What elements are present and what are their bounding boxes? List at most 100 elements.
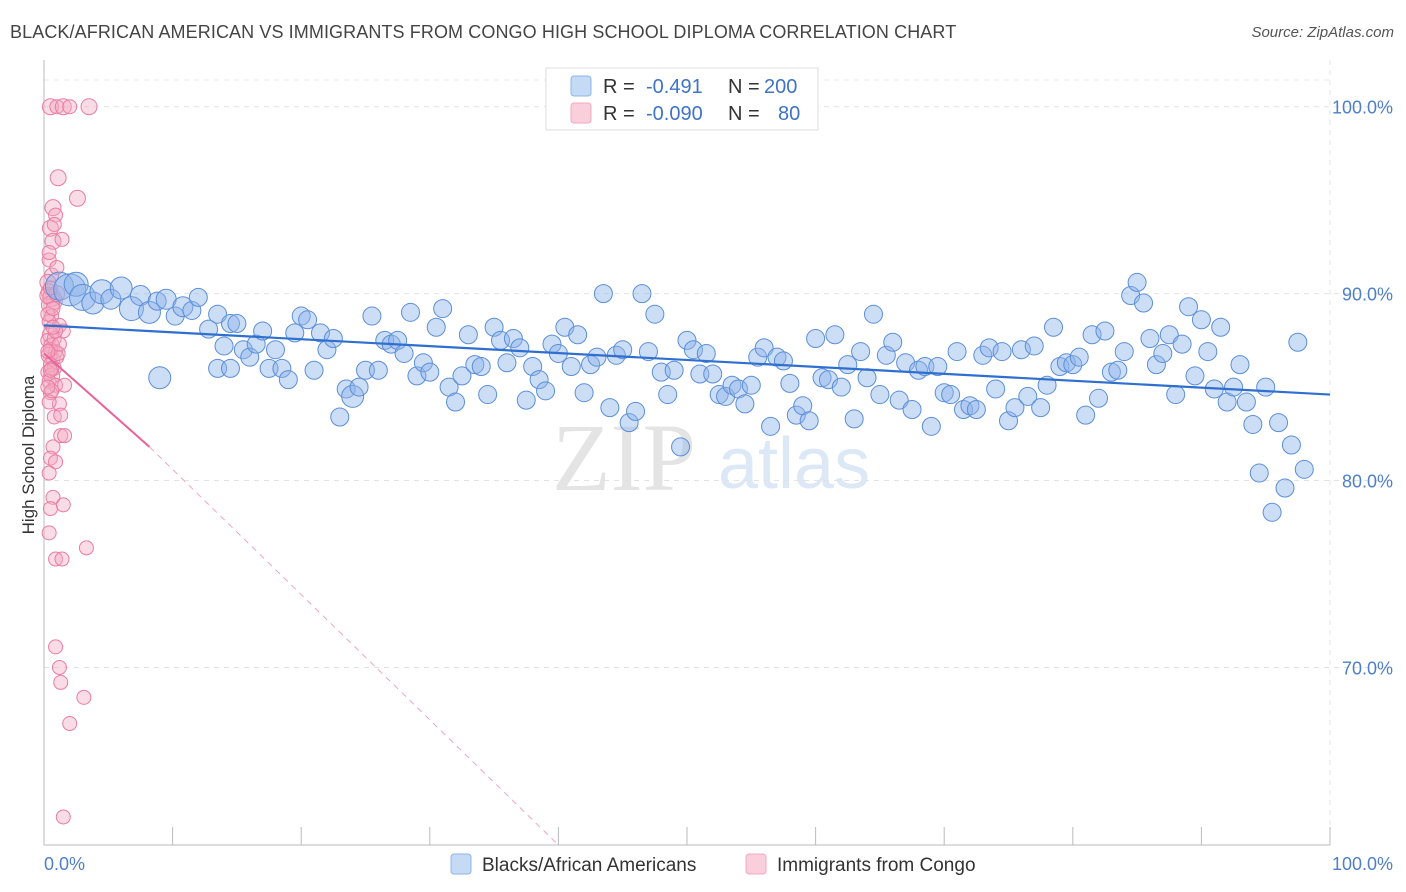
point-black: [478, 385, 498, 405]
point-black: [735, 394, 755, 414]
legend-n-label-black: N =: [728, 76, 760, 98]
point-congo: [48, 551, 64, 567]
point-congo: [42, 501, 58, 517]
point-black: [1146, 355, 1166, 375]
point-congo: [45, 489, 61, 505]
y-tick-label: 90.0%: [1342, 285, 1393, 305]
point-black: [1288, 332, 1308, 352]
point-black: [986, 379, 1006, 399]
point-black: [349, 377, 369, 397]
y-tick-label: 70.0%: [1342, 658, 1393, 678]
watermark-atlas: atlas: [718, 424, 870, 504]
point-black: [902, 400, 922, 420]
trend-line-black: [43, 324, 1331, 396]
point-black: [831, 377, 851, 397]
point-black: [671, 437, 691, 457]
point-congo: [41, 219, 59, 237]
x-tick-label-min: 0.0%: [44, 854, 85, 874]
point-black: [1243, 414, 1263, 434]
point-congo: [78, 540, 94, 556]
point-congo: [80, 98, 98, 116]
point-black: [81, 291, 105, 315]
point-black: [992, 342, 1012, 362]
bottom-legend-swatch-black: [450, 853, 472, 875]
bottom-legend-label-congo: Immigrants from Congo: [777, 855, 976, 876]
point-black: [658, 385, 678, 405]
point-black: [1018, 386, 1038, 406]
point-black: [741, 375, 761, 395]
point-black: [844, 409, 864, 429]
point-black: [69, 283, 97, 311]
point-black: [780, 373, 800, 393]
legend-n-value-congo: 80: [778, 103, 800, 125]
trend-line-congo-extension: [149, 446, 559, 846]
point-black: [465, 355, 485, 375]
point-black: [233, 340, 253, 360]
point-black: [220, 358, 240, 378]
point-black: [1011, 340, 1031, 360]
point-black: [220, 314, 240, 334]
point-congo: [41, 465, 57, 481]
point-black: [825, 325, 845, 345]
point-black: [1262, 502, 1282, 522]
legend-n-value-black: 200: [764, 76, 797, 98]
point-black: [272, 358, 292, 378]
trend-lines: [43, 324, 1331, 846]
stats-legend: R = -0.491 N = 200 R = -0.090 N = 80: [545, 67, 819, 131]
point-congo: [41, 394, 57, 410]
point-black: [1269, 413, 1289, 433]
point-black: [1140, 328, 1160, 348]
point-black: [593, 284, 613, 304]
point-black: [960, 396, 980, 416]
point-congo: [49, 259, 65, 275]
point-black: [857, 368, 877, 388]
point-black: [1005, 398, 1025, 418]
point-congo: [46, 216, 62, 232]
point-black: [304, 360, 324, 380]
trend-line-congo: [43, 352, 151, 448]
point-black: [761, 416, 781, 436]
point-congo: [62, 716, 78, 732]
point-black: [362, 306, 382, 326]
point-black: [600, 398, 620, 418]
point-black: [413, 353, 433, 373]
point-congo: [49, 169, 67, 187]
point-black: [426, 317, 446, 337]
point-black: [568, 325, 588, 345]
point-black: [1256, 377, 1276, 397]
point-black: [1082, 325, 1102, 345]
point-congo: [45, 301, 61, 317]
point-black: [863, 304, 883, 324]
point-congo: [62, 99, 78, 115]
point-black: [1224, 377, 1244, 397]
point-congo: [42, 342, 58, 358]
point-black: [1108, 360, 1128, 380]
point-black: [973, 345, 993, 365]
point-black: [458, 325, 478, 345]
point-black: [683, 340, 703, 360]
point-black: [1101, 362, 1121, 382]
point-black: [1076, 405, 1096, 425]
point-black: [934, 383, 954, 403]
point-congo: [76, 689, 92, 705]
point-black: [1166, 385, 1186, 405]
point-congo: [68, 189, 86, 207]
point-black: [1281, 435, 1301, 455]
chart-title: BLACK/AFRICAN AMERICAN VS IMMIGRANTS FRO…: [10, 22, 957, 42]
point-black: [773, 351, 793, 371]
point-black: [323, 328, 343, 348]
point-black: [1153, 343, 1173, 363]
point-congo: [51, 659, 67, 675]
point-black: [645, 304, 665, 324]
point-black: [1095, 321, 1115, 341]
axes: 100.0% 90.0% 80.0% 70.0% 0.0% 100.0%: [43, 60, 1393, 874]
point-black: [613, 340, 633, 360]
grid-lines: [44, 60, 1390, 845]
point-congo: [49, 99, 65, 115]
point-black: [298, 310, 318, 330]
point-black: [452, 366, 472, 386]
point-black: [285, 323, 305, 343]
legend-swatch-congo: [570, 102, 592, 124]
point-black: [118, 296, 144, 322]
point-congo: [55, 497, 71, 513]
